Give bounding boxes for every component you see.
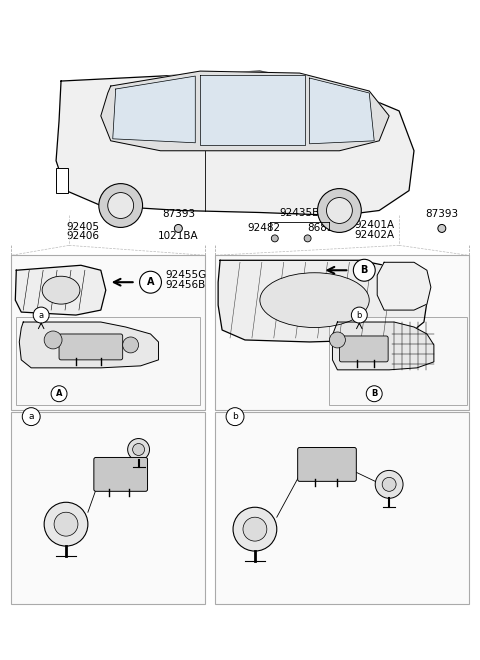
Polygon shape: [15, 265, 106, 315]
Circle shape: [123, 337, 139, 353]
Polygon shape: [310, 78, 374, 144]
Text: 92451K: 92451K: [404, 473, 444, 483]
Text: 92406: 92406: [66, 232, 99, 242]
Text: VIEW: VIEW: [26, 398, 51, 408]
Text: B: B: [371, 389, 377, 398]
Polygon shape: [377, 262, 431, 310]
Text: 18643P: 18643P: [91, 494, 131, 504]
Text: a: a: [28, 412, 34, 421]
FancyBboxPatch shape: [339, 336, 388, 362]
Circle shape: [226, 408, 244, 426]
Polygon shape: [101, 71, 389, 150]
Text: 87393: 87393: [425, 209, 458, 220]
Circle shape: [271, 235, 278, 242]
Circle shape: [366, 385, 382, 402]
Circle shape: [128, 438, 150, 461]
Text: VIEW: VIEW: [339, 398, 365, 408]
Circle shape: [382, 477, 396, 491]
Text: 92419B: 92419B: [153, 436, 193, 447]
Circle shape: [108, 193, 133, 218]
Circle shape: [351, 307, 367, 323]
Circle shape: [132, 444, 144, 455]
Circle shape: [174, 224, 182, 232]
Circle shape: [375, 471, 403, 498]
Text: b: b: [232, 412, 238, 421]
Circle shape: [54, 512, 78, 536]
Bar: [12, 255, 205, 410]
FancyBboxPatch shape: [94, 457, 147, 491]
Polygon shape: [333, 322, 434, 370]
Polygon shape: [200, 75, 305, 145]
Text: b: b: [357, 311, 362, 319]
Text: A: A: [56, 389, 62, 398]
Text: 92405: 92405: [66, 222, 99, 232]
Circle shape: [438, 224, 446, 232]
Bar: [56, 168, 68, 193]
FancyBboxPatch shape: [298, 447, 356, 481]
Circle shape: [304, 235, 311, 242]
Bar: [215, 255, 468, 410]
Circle shape: [22, 408, 40, 426]
Text: 87393: 87393: [162, 209, 195, 220]
Circle shape: [326, 197, 352, 224]
Circle shape: [329, 332, 346, 348]
Polygon shape: [113, 76, 195, 143]
Circle shape: [44, 502, 88, 546]
Bar: [215, 412, 468, 604]
Circle shape: [233, 508, 277, 551]
Bar: [12, 412, 205, 604]
Text: 92455E: 92455E: [394, 307, 434, 317]
Text: 92456A: 92456A: [394, 317, 434, 327]
Circle shape: [318, 189, 361, 232]
Circle shape: [51, 385, 67, 402]
Polygon shape: [218, 260, 427, 342]
Ellipse shape: [42, 277, 80, 304]
Polygon shape: [19, 322, 158, 368]
Text: 18644E: 18644E: [218, 564, 258, 574]
FancyBboxPatch shape: [59, 334, 123, 360]
Bar: [16, 317, 200, 405]
Circle shape: [353, 259, 375, 281]
Text: a: a: [38, 311, 44, 319]
Circle shape: [140, 271, 161, 293]
Text: 92455G: 92455G: [166, 270, 207, 280]
Circle shape: [99, 183, 143, 228]
Circle shape: [44, 331, 62, 349]
Text: 92402A: 92402A: [354, 230, 395, 240]
Text: 92456B: 92456B: [166, 280, 206, 290]
Text: 92401A: 92401A: [354, 220, 395, 230]
Bar: [329, 317, 467, 405]
Text: 92482: 92482: [247, 224, 280, 234]
Text: 18644F: 18644F: [302, 436, 341, 447]
Text: 92435B: 92435B: [279, 209, 320, 218]
Text: 1021BA: 1021BA: [158, 232, 199, 242]
Text: A: A: [147, 277, 154, 287]
Circle shape: [33, 307, 49, 323]
Text: 18644D: 18644D: [31, 559, 72, 569]
Ellipse shape: [260, 273, 369, 327]
Text: 86839: 86839: [308, 224, 341, 234]
Polygon shape: [56, 71, 414, 215]
Circle shape: [243, 517, 267, 541]
Text: B: B: [360, 265, 368, 275]
